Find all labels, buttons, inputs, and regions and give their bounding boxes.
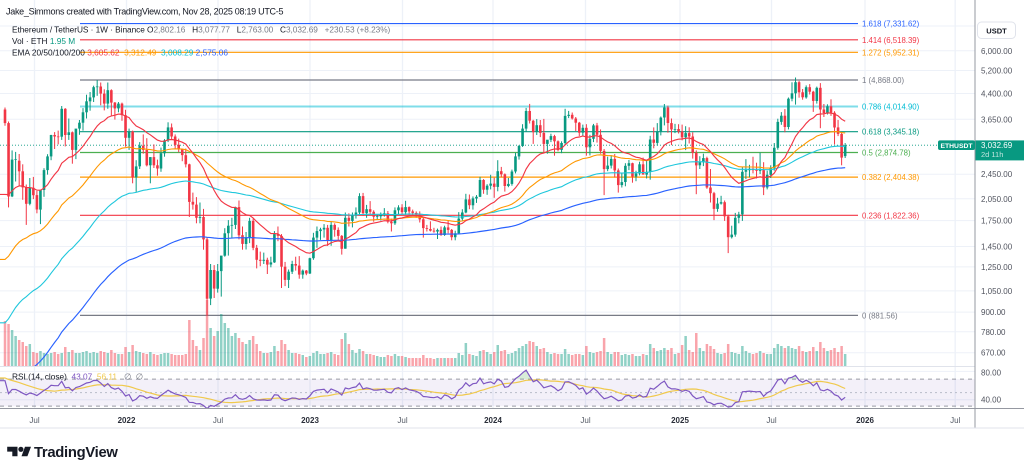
svg-text:1,050.00: 1,050.00 xyxy=(981,287,1013,296)
svg-text:1.618 (7,331.62): 1.618 (7,331.62) xyxy=(862,20,920,29)
svg-text:40.00: 40.00 xyxy=(981,395,1002,404)
svg-text:2023: 2023 xyxy=(301,416,319,425)
svg-text:80.00: 80.00 xyxy=(981,368,1002,377)
svg-text:6,000.00: 6,000.00 xyxy=(981,47,1013,56)
svg-text:2025: 2025 xyxy=(671,416,689,425)
svg-text:0.382 (2,404.38): 0.382 (2,404.38) xyxy=(862,173,920,182)
svg-text:1,750.00: 1,750.00 xyxy=(981,217,1013,226)
svg-text:0.786 (4,014.90): 0.786 (4,014.90) xyxy=(862,103,920,112)
svg-text:4,400.00: 4,400.00 xyxy=(981,90,1013,99)
svg-text:EMA 20/50/100/200 3,605.62 3,: EMA 20/50/100/200 3,605.62 3,312.49 3,00… xyxy=(12,48,228,58)
svg-text:1,250.00: 1,250.00 xyxy=(981,263,1013,272)
svg-text:Jul: Jul xyxy=(950,416,960,425)
svg-text:670.00: 670.00 xyxy=(981,349,1006,358)
svg-text:1.272 (5,952.31): 1.272 (5,952.31) xyxy=(862,48,920,57)
svg-text:5,200.00: 5,200.00 xyxy=(981,67,1013,76)
svg-text:Jake_Simmons created with Trad: Jake_Simmons created with TradingView.co… xyxy=(6,7,283,17)
svg-text:780.00: 780.00 xyxy=(981,328,1006,337)
svg-text:3,032.69: 3,032.69 xyxy=(981,141,1013,150)
svg-text:2026: 2026 xyxy=(856,416,874,425)
svg-text:TradingView: TradingView xyxy=(34,445,118,461)
svg-text:1 (4,868.00): 1 (4,868.00) xyxy=(862,76,904,85)
svg-text:ETHUSDT: ETHUSDT xyxy=(940,143,973,150)
svg-text:0.236 (1,822.36): 0.236 (1,822.36) xyxy=(862,211,920,220)
svg-text:0 (881.56): 0 (881.56) xyxy=(862,311,898,320)
svg-text:900.00: 900.00 xyxy=(981,308,1006,317)
svg-text:1.414 (6,518.39): 1.414 (6,518.39) xyxy=(862,36,920,45)
svg-text:Ethereum / TetherUS · 1W · Bin: Ethereum / TetherUS · 1W · Binance O2,80… xyxy=(12,25,391,35)
svg-text:Jul: Jul xyxy=(213,416,223,425)
svg-text:2d 11h: 2d 11h xyxy=(981,150,1003,159)
svg-text:2024: 2024 xyxy=(484,416,502,425)
svg-text:Jul: Jul xyxy=(397,416,407,425)
svg-text:0.5 (2,874.78): 0.5 (2,874.78) xyxy=(862,149,911,158)
svg-text:2022: 2022 xyxy=(118,416,136,425)
svg-text:Vol · ETH 1.95 M: Vol · ETH 1.95 M xyxy=(12,36,75,46)
svg-text:2,050.00: 2,050.00 xyxy=(981,195,1013,204)
svg-text:USDT: USDT xyxy=(986,27,1007,36)
svg-text:RSI (14, close) 43.07 56.11: RSI (14, close) 43.07 56.11 ∅ ∅ xyxy=(12,372,143,382)
svg-text:1,450.00: 1,450.00 xyxy=(981,243,1013,252)
svg-text:2,450.00: 2,450.00 xyxy=(981,170,1013,179)
svg-text:Jul: Jul xyxy=(29,416,39,425)
svg-text:Jul: Jul xyxy=(766,416,776,425)
svg-text:3,650.00: 3,650.00 xyxy=(981,115,1013,124)
svg-text:Jul: Jul xyxy=(580,416,590,425)
svg-text:0.618 (3,345.18): 0.618 (3,345.18) xyxy=(862,128,920,137)
